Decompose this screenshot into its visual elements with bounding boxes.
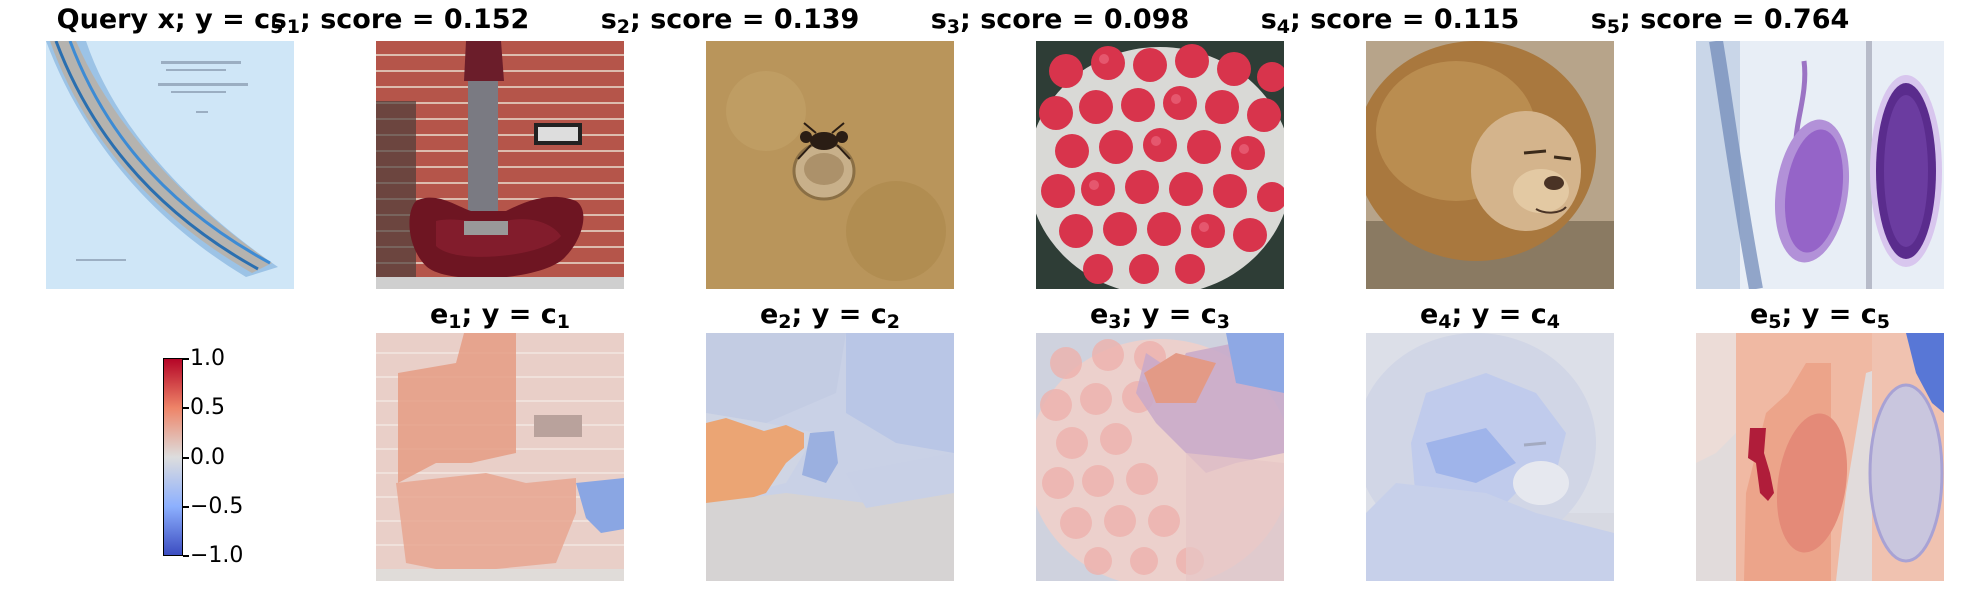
title-sub: 4 — [1276, 16, 1291, 38]
explanation-title-4: e4; y = c4 — [1360, 299, 1620, 333]
query-title-text: Query x; — [56, 4, 196, 35]
title-score: ; score = 0.115 — [1290, 4, 1520, 35]
title-class: ; y = c — [1781, 299, 1877, 330]
support-title-2: s2; score = 0.139 — [600, 4, 860, 38]
title-sub: 2 — [616, 16, 631, 38]
title-class-sub: 1 — [556, 311, 570, 333]
title-sym: s — [930, 4, 947, 35]
explanation-title-5: e5; y = c5 — [1690, 299, 1950, 333]
title-class-sub: 3 — [1216, 311, 1230, 333]
title-class-sub: 5 — [1876, 311, 1890, 333]
title-sym: s — [600, 4, 617, 35]
title-sub: 5 — [1768, 311, 1782, 333]
title-sub: 3 — [1108, 311, 1122, 333]
title-score: ; score = 0.764 — [1620, 4, 1850, 35]
title-sub: 2 — [778, 311, 792, 333]
colorbar-tick — [183, 555, 189, 557]
support-image-2 — [706, 41, 954, 289]
support-title-3: s3; score = 0.098 — [930, 4, 1190, 38]
colorbar-label-min: −1.0 — [190, 543, 244, 568]
support-image-1 — [376, 41, 624, 289]
title-sub: 5 — [1606, 16, 1621, 38]
colorbar-tick — [183, 457, 189, 459]
support-image-5 — [1696, 41, 1944, 289]
explanation-map-3 — [1036, 333, 1284, 581]
title-class-sub: 2 — [886, 311, 900, 333]
title-sym: s — [1590, 4, 1607, 35]
support-image-4 — [1366, 41, 1614, 289]
query-title-var: y = c — [195, 4, 271, 35]
explanation-title-1: e1; y = c1 — [370, 299, 630, 333]
title-class: ; y = c — [461, 299, 557, 330]
explanation-map-2 — [706, 333, 954, 581]
explanation-map-4 — [1366, 333, 1614, 581]
title-sym: s — [1260, 4, 1277, 35]
title-score: ; score = 0.098 — [960, 4, 1190, 35]
colorbar-tick — [183, 358, 189, 360]
support-title-4: s4; score = 0.115 — [1260, 4, 1520, 38]
title-class-sub: 4 — [1546, 311, 1560, 333]
title-sub: 3 — [946, 16, 961, 38]
title-sym: e — [1419, 299, 1439, 330]
colorbar-tick — [183, 407, 189, 409]
query-image — [46, 41, 294, 289]
explanation-map-5 — [1696, 333, 1944, 581]
explanation-title-3: e3; y = c3 — [1030, 299, 1290, 333]
colorbar-label-high: 0.5 — [190, 395, 225, 420]
title-sub: 1 — [448, 311, 462, 333]
query-title: Query x; y = c5 — [40, 4, 300, 38]
title-sym: s — [270, 4, 287, 35]
support-title-5: s5; score = 0.764 — [1590, 4, 1850, 38]
title-sym: e — [1089, 299, 1109, 330]
title-sub: 4 — [1438, 311, 1452, 333]
explanation-title-2: e2; y = c2 — [700, 299, 960, 333]
title-score: ; score = 0.152 — [300, 4, 530, 35]
colorbar — [163, 358, 183, 556]
title-sym: e — [1749, 299, 1769, 330]
explanation-map-1 — [376, 333, 624, 581]
colorbar-label-max: 1.0 — [190, 346, 225, 371]
colorbar-label-low: −0.5 — [190, 494, 244, 519]
title-sym: e — [429, 299, 449, 330]
colorbar-label-zero: 0.0 — [190, 445, 225, 470]
title-class: ; y = c — [1121, 299, 1217, 330]
title-sub: 1 — [286, 16, 301, 38]
title-class: ; y = c — [791, 299, 887, 330]
colorbar-tick — [183, 506, 189, 508]
title-score: ; score = 0.139 — [630, 4, 860, 35]
support-title-1: s1; score = 0.152 — [270, 4, 530, 38]
title-sym: e — [759, 299, 779, 330]
colorbar-gradient — [163, 358, 183, 556]
query-title-sub: 5 — [270, 16, 284, 38]
title-class: ; y = c — [1451, 299, 1547, 330]
support-image-3 — [1036, 41, 1284, 289]
